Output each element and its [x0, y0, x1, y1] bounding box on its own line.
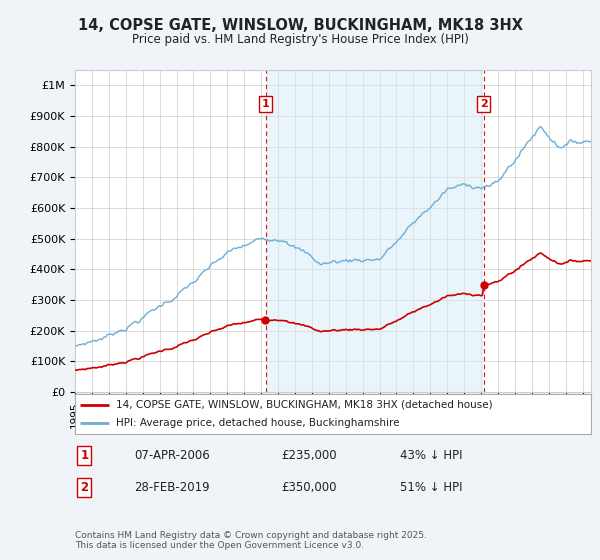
Text: 51% ↓ HPI: 51% ↓ HPI: [400, 482, 463, 494]
Text: 2: 2: [80, 482, 88, 494]
Text: 1: 1: [80, 449, 88, 462]
Text: 43% ↓ HPI: 43% ↓ HPI: [400, 449, 463, 462]
Text: Contains HM Land Registry data © Crown copyright and database right 2025.
This d: Contains HM Land Registry data © Crown c…: [75, 531, 427, 550]
Text: HPI: Average price, detached house, Buckinghamshire: HPI: Average price, detached house, Buck…: [116, 418, 400, 428]
Text: 2: 2: [480, 99, 488, 109]
Text: 14, COPSE GATE, WINSLOW, BUCKINGHAM, MK18 3HX (detached house): 14, COPSE GATE, WINSLOW, BUCKINGHAM, MK1…: [116, 400, 493, 409]
Text: 28-FEB-2019: 28-FEB-2019: [134, 482, 210, 494]
Text: £350,000: £350,000: [281, 482, 337, 494]
Text: 14, COPSE GATE, WINSLOW, BUCKINGHAM, MK18 3HX: 14, COPSE GATE, WINSLOW, BUCKINGHAM, MK1…: [77, 18, 523, 32]
Text: £235,000: £235,000: [281, 449, 337, 462]
Text: 07-APR-2006: 07-APR-2006: [134, 449, 210, 462]
Text: Price paid vs. HM Land Registry's House Price Index (HPI): Price paid vs. HM Land Registry's House …: [131, 32, 469, 46]
Text: 1: 1: [262, 99, 269, 109]
